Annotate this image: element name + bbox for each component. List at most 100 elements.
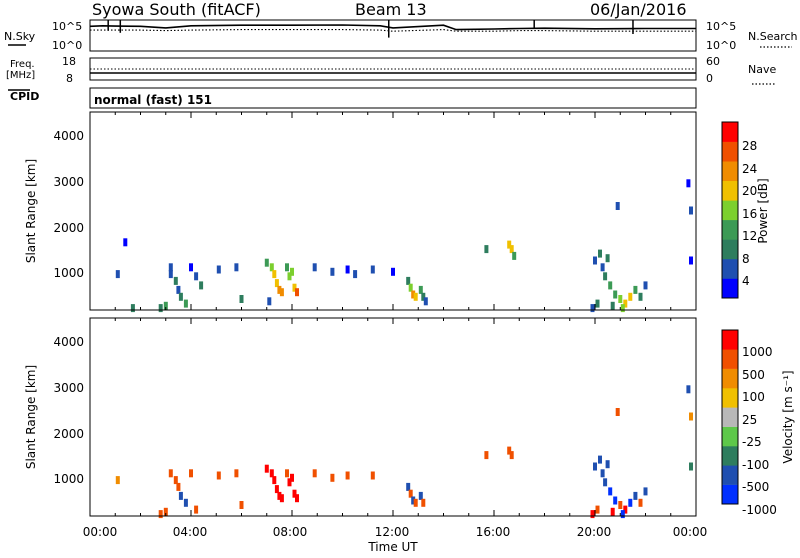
velocity-cbar-tick-500: 500 <box>742 368 765 382</box>
velocity-colorbar-swatch <box>722 368 738 389</box>
power-cell <box>285 263 289 272</box>
power-cell <box>234 263 239 272</box>
power-cell <box>267 297 272 306</box>
velocity-cell <box>613 496 618 505</box>
power-cell <box>216 265 221 274</box>
power-cell <box>421 292 426 301</box>
power-cbar-tick-24: 24 <box>742 162 757 176</box>
power-colorbar-swatch <box>722 278 738 299</box>
freq-unit-label: [MHz] <box>6 70 35 81</box>
velocity-cell <box>507 446 512 455</box>
power-cell <box>353 270 358 279</box>
velocity-cell <box>269 469 274 478</box>
power-cell <box>274 279 279 288</box>
power-colorbar-swatch <box>722 161 738 181</box>
velocity-cell <box>484 451 489 460</box>
velocity-cell <box>628 498 633 507</box>
velocity-cell <box>312 469 317 478</box>
velocity-cell <box>173 476 178 485</box>
power-heatmap <box>115 179 693 313</box>
power-cell <box>370 265 375 274</box>
station-title: Syowa South (fitACF) <box>92 0 261 19</box>
power-cell <box>590 304 595 313</box>
power-cell <box>484 245 489 254</box>
velocity-cell <box>421 498 426 507</box>
power-cell <box>509 245 514 254</box>
velocity-cell <box>638 498 643 507</box>
power-cell <box>598 249 602 258</box>
velocity-cell <box>686 385 691 394</box>
power-ytick-4000: 4000 <box>53 129 84 143</box>
velocity-ytick-2000: 2000 <box>53 427 84 441</box>
power-cell <box>411 290 416 299</box>
velocity-cell <box>272 476 277 485</box>
power-cell <box>408 283 413 292</box>
power-colorbar-swatch <box>722 219 738 240</box>
power-cell <box>643 281 648 290</box>
velocity-cell <box>176 482 181 491</box>
power-cell <box>423 297 428 306</box>
power-colorbar-swatch <box>722 180 738 201</box>
velocity-cell <box>603 478 608 487</box>
velocity-heatmap <box>115 385 693 519</box>
power-cell <box>123 238 128 247</box>
velocity-cell <box>618 501 623 509</box>
cpid-label: CPID <box>10 90 39 103</box>
power-cell <box>618 295 623 303</box>
velocity-cell <box>610 507 615 516</box>
power-cell <box>615 202 620 210</box>
power-cell <box>168 263 173 272</box>
velocity-cell <box>285 469 289 478</box>
velocity-ylabel: Slant Range [km] <box>24 365 38 469</box>
nsky-left-top-tick: 10^5 <box>52 20 82 33</box>
power-cell <box>194 272 199 281</box>
power-colorbar <box>721 121 739 299</box>
velocity-cell <box>239 501 244 509</box>
nsky-left-bottom-tick: 10^0 <box>52 39 82 52</box>
velocity-cell <box>600 469 605 478</box>
velocity-cell <box>194 505 199 514</box>
power-cbar-tick-16: 16 <box>742 207 757 221</box>
velocity-cell <box>290 473 294 482</box>
velocity-cell <box>509 451 514 460</box>
power-cell <box>620 304 625 313</box>
velocity-colorbar-frame <box>721 329 739 505</box>
velocity-colorbar-swatch <box>722 426 738 447</box>
power-cell <box>507 240 512 249</box>
velocity-cell <box>605 460 610 469</box>
velocity-cell <box>330 473 335 482</box>
velocity-ytick-4000: 4000 <box>53 335 84 349</box>
power-cell <box>287 272 292 281</box>
velocity-cell <box>295 494 299 503</box>
power-cell <box>176 285 181 294</box>
nsearch-label: N.Search <box>748 30 798 43</box>
velocity-cell <box>623 505 628 514</box>
power-cell <box>595 299 600 308</box>
power-cell <box>158 304 163 313</box>
nsky-series <box>89 20 696 38</box>
power-cell <box>689 206 693 215</box>
nsky-line <box>89 24 696 31</box>
velocity-cell <box>277 491 282 500</box>
power-cell <box>183 299 188 308</box>
power-cell <box>292 283 297 292</box>
power-cell <box>269 263 274 272</box>
velocity-cell <box>590 510 595 519</box>
velocity-cell <box>633 491 638 500</box>
date-title: 06/Jan/2016 <box>590 0 687 19</box>
power-cell <box>295 288 299 297</box>
power-colorbar-swatch <box>722 122 738 142</box>
velocity-colorbar-swatch <box>722 349 738 369</box>
nsky-panel-frame <box>89 19 697 52</box>
power-cell <box>130 304 135 313</box>
velocity-cbar-tick-25: 25 <box>742 413 757 427</box>
x-tick-00: 00:00 <box>83 525 118 539</box>
power-cell <box>603 272 608 281</box>
power-cell <box>608 281 613 290</box>
power-cell <box>115 270 120 279</box>
x-axis-ticks <box>89 112 697 516</box>
power-cell <box>613 290 618 299</box>
velocity-cell <box>287 478 292 487</box>
power-cell <box>163 301 168 310</box>
